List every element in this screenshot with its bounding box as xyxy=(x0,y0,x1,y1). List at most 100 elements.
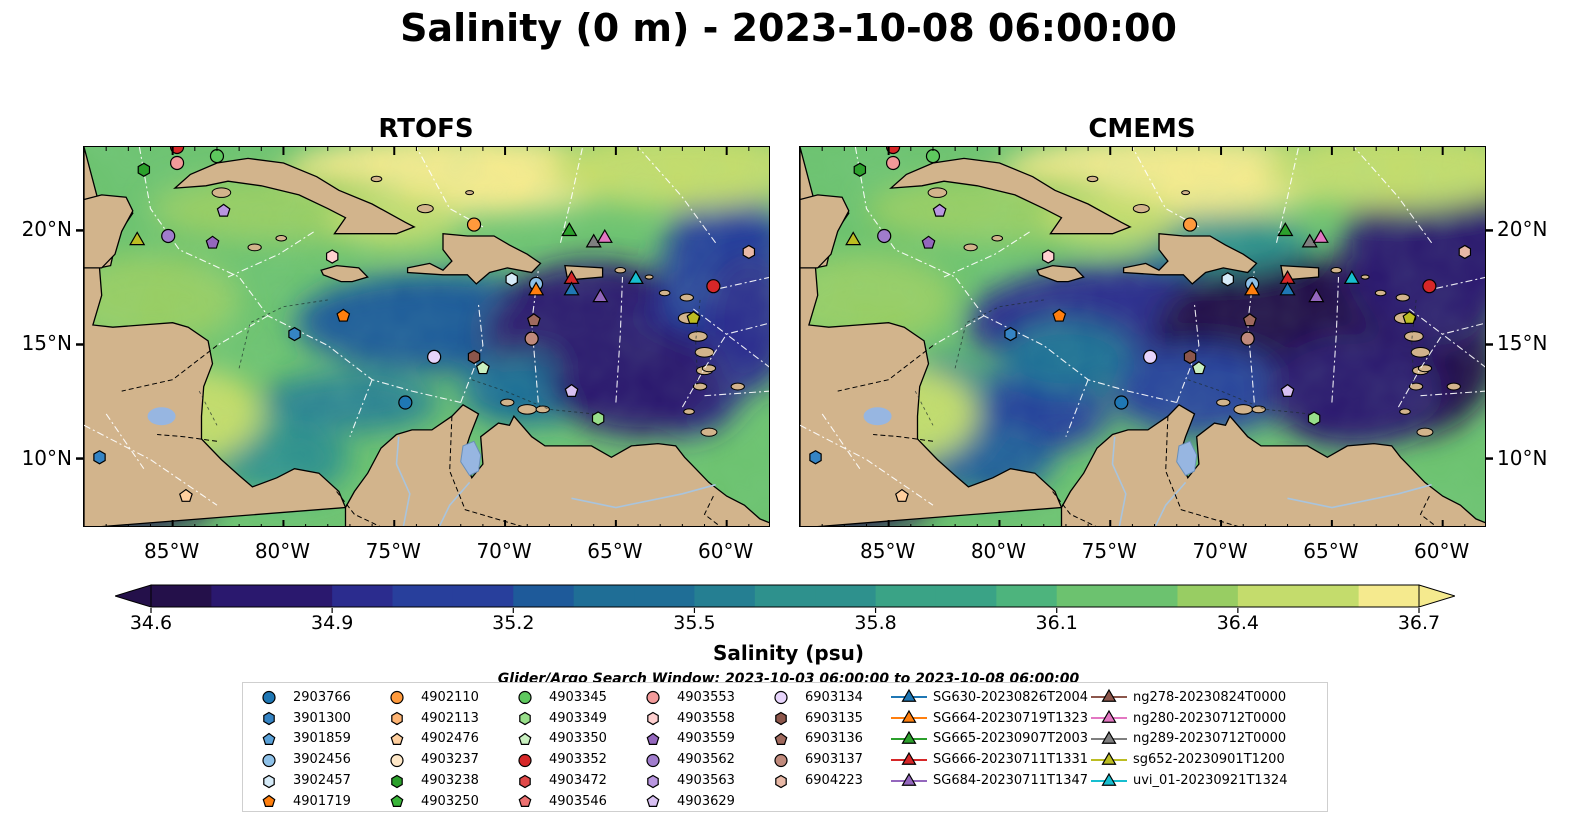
legend-item: 4903629 xyxy=(633,791,735,812)
legend-label: 4903250 xyxy=(421,793,479,809)
platform-marker xyxy=(809,450,822,465)
triangle-marker-icon xyxy=(1091,751,1127,765)
platform-marker xyxy=(93,450,106,465)
legend-item: 4903352 xyxy=(505,749,607,770)
platform-marker xyxy=(179,488,193,502)
legend-marker xyxy=(775,774,787,788)
circle-marker-icon xyxy=(518,691,532,705)
legend-label: ng278-20230824T0000 xyxy=(1133,689,1287,705)
legend-marker xyxy=(901,772,917,786)
legend-item: 4903563 xyxy=(633,770,735,791)
legend-marker xyxy=(774,691,788,705)
colorbar-tick-label: 35.2 xyxy=(492,612,535,634)
platform-marker xyxy=(505,272,518,287)
platform-marker xyxy=(1183,349,1197,365)
legend-item: 3901300 xyxy=(249,708,351,729)
platform-marker xyxy=(1402,310,1417,324)
colorbar-tick-label: 36.7 xyxy=(1397,612,1441,634)
triangle-marker-icon xyxy=(891,751,927,765)
platform-marker xyxy=(1240,331,1255,346)
legend-column: 4903345 4903349 4903350 4903352 4903472 49035… xyxy=(505,687,607,812)
hexagon-marker-icon xyxy=(647,711,659,726)
legend-marker xyxy=(262,691,276,705)
platform-marker xyxy=(932,203,947,217)
platform-marker xyxy=(325,249,339,264)
platform-marker xyxy=(596,228,613,243)
legend-item: 4903350 xyxy=(505,729,607,750)
legend-item: 6904223 xyxy=(761,770,863,791)
lat-tick-label: 10°N xyxy=(1497,445,1548,470)
legend-column: 4902110 4902113 4902476 4903237 4903238 49032… xyxy=(377,687,479,812)
legend-marker xyxy=(1101,730,1117,744)
colorbar xyxy=(115,584,1455,608)
lat-tick-label: 15°N xyxy=(21,331,72,356)
hexagon-marker-icon xyxy=(647,774,659,788)
platform-marker xyxy=(592,288,609,303)
legend-label: 3901300 xyxy=(293,710,351,726)
triangle-marker-icon xyxy=(1091,689,1127,703)
legend-item: uvi_01-20230921T1324 xyxy=(1089,770,1287,791)
legend-item: 3901859 xyxy=(249,729,351,750)
platform-marker xyxy=(137,162,151,178)
pentagon-marker-icon xyxy=(262,795,276,808)
legend-label: uvi_01-20230921T1324 xyxy=(1133,773,1288,789)
legend-marker xyxy=(646,691,660,705)
platform-marker xyxy=(1307,411,1321,426)
pentagon-marker-icon xyxy=(518,732,532,745)
map-canvas xyxy=(84,147,769,526)
legend-column: 2903766 3901300 3901859 3902456 3902457 49017… xyxy=(249,687,351,812)
legend-marker xyxy=(646,753,660,767)
platform-marker xyxy=(564,383,579,397)
platform-marker xyxy=(1041,249,1055,264)
legend-column: SG630-20230826T2004 SG664-20230719T1323 SG… xyxy=(889,687,1088,791)
lon-tick-label: 65°W xyxy=(587,539,643,563)
platform-marker xyxy=(885,155,901,171)
platform-marker xyxy=(427,349,442,364)
legend-marker xyxy=(519,711,531,726)
legend-label: ng280-20230712T0000 xyxy=(1133,710,1287,726)
panel-title-cmems: CMEMS xyxy=(1088,114,1196,144)
legend-label: 4901719 xyxy=(293,793,351,809)
colorbar-tick-label: 36.4 xyxy=(1216,612,1259,634)
legend-column: 4903553 4903558 4903559 4903562 4903563 49036… xyxy=(633,687,735,812)
legend-item: 4903238 xyxy=(377,770,479,791)
hexagon-marker-icon xyxy=(263,774,275,788)
legend-marker xyxy=(647,774,659,788)
lon-tick-label: 75°W xyxy=(1081,539,1137,563)
map-canvas xyxy=(800,147,1485,526)
platform-marker xyxy=(169,147,185,155)
platform-marker xyxy=(1343,269,1360,284)
legend-item: ng280-20230712T0000 xyxy=(1089,708,1287,729)
legend-label: 4902476 xyxy=(421,731,479,747)
legend-label: SG630-20230826T2004 xyxy=(933,689,1089,705)
legend-item: 4903349 xyxy=(505,708,607,729)
legend-item: 3902456 xyxy=(249,749,351,770)
lon-tick-label: 65°W xyxy=(1303,539,1359,563)
legend-label: 4902113 xyxy=(421,710,479,726)
platform-marker xyxy=(885,147,901,155)
legend-marker xyxy=(262,732,276,745)
platform-legend: 2903766 3901300 3901859 3902456 3902457 49017… xyxy=(242,682,1328,812)
platform-marker xyxy=(925,149,941,164)
legend-marker xyxy=(647,711,659,726)
legend-label: 4903562 xyxy=(677,752,735,768)
platform-marker xyxy=(1244,281,1261,296)
platform-marker xyxy=(129,231,146,246)
triangle-marker-icon xyxy=(891,730,927,744)
hexagon-marker-icon xyxy=(263,711,275,726)
platform-marker xyxy=(877,228,892,244)
colorbar-tick-label: 36.1 xyxy=(1035,612,1078,634)
legend-item: ng278-20230824T0000 xyxy=(1089,687,1287,708)
circle-marker-icon xyxy=(518,753,532,767)
legend-item: 4903553 xyxy=(633,687,735,708)
legend-item: SG664-20230719T1323 xyxy=(889,708,1088,729)
circle-marker-icon xyxy=(646,753,660,767)
legend-label: 4903349 xyxy=(549,710,607,726)
platform-marker xyxy=(467,349,481,365)
legend-label: SG665-20230907T2003 xyxy=(933,731,1089,747)
legend-label: sg652-20230901T1200 xyxy=(1133,752,1285,768)
lon-tick-label: 75°W xyxy=(365,539,421,563)
legend-item: 6903134 xyxy=(761,687,863,708)
legend-marker xyxy=(1101,772,1117,786)
lat-tick-label: 20°N xyxy=(1497,217,1548,242)
